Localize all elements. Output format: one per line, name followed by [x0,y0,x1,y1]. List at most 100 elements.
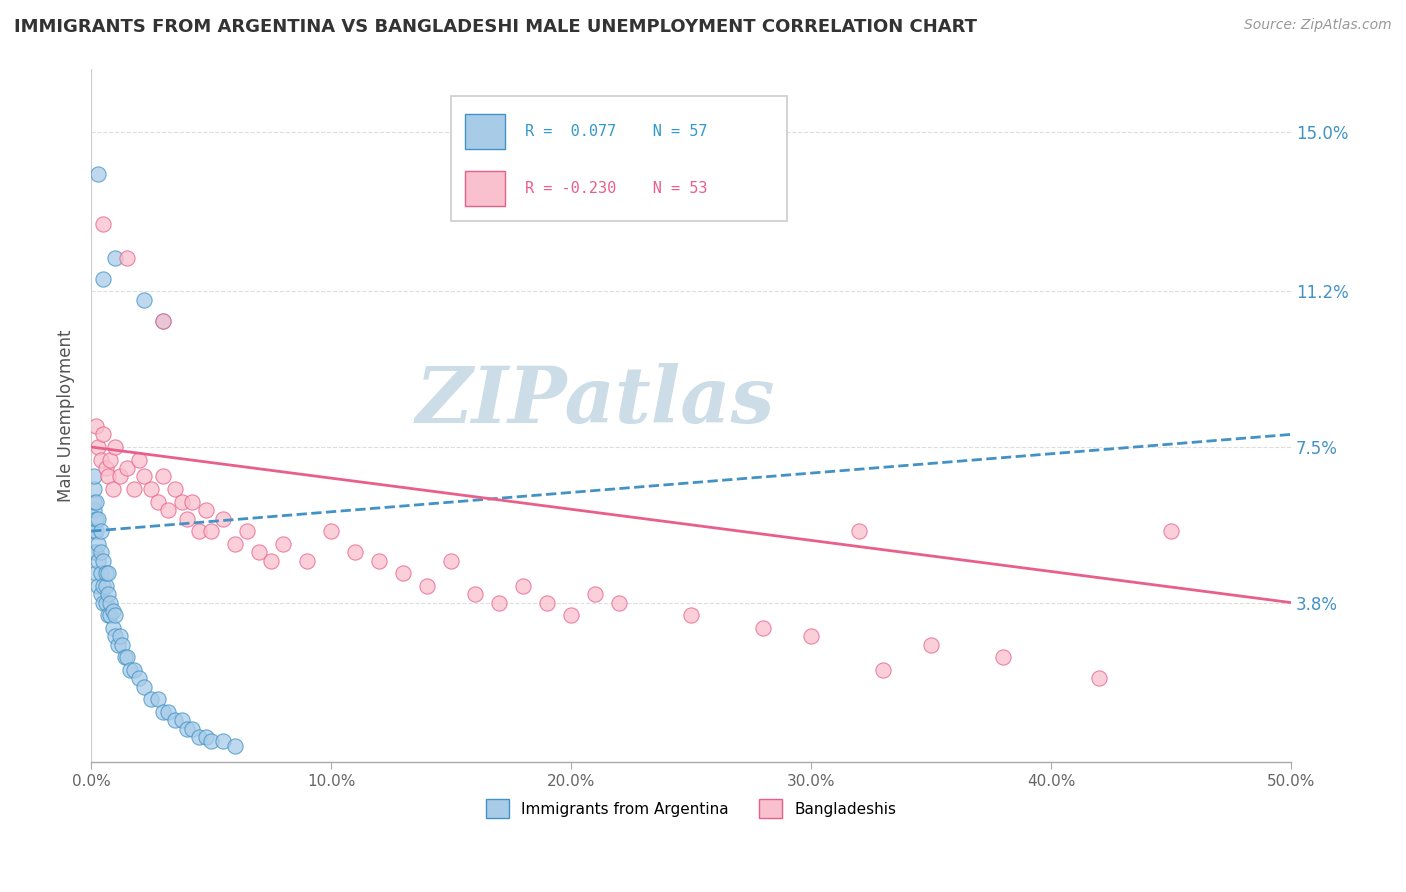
Point [392,566,415,581]
Point [993,650,1015,665]
Point [141,482,163,496]
Point [1088,671,1111,685]
Point [920,638,942,652]
Point [848,524,870,538]
Point [90,545,112,559]
Point [90,566,112,581]
Point [83,524,105,538]
Point [152,314,174,328]
Point [90,587,112,601]
Point [800,629,823,643]
Point [98,596,121,610]
Point [368,553,391,567]
Point [87,579,110,593]
Point [156,705,179,719]
Point [132,469,155,483]
Point [91,217,114,231]
Point [115,650,138,665]
Point [152,469,174,483]
Point [172,494,194,508]
Point [172,714,194,728]
Point [108,629,131,643]
Point [165,482,187,496]
Point [87,553,110,567]
Point [176,511,198,525]
Point [512,579,534,593]
Point [94,596,117,610]
Point [416,579,439,593]
Point [90,452,112,467]
Point [536,596,558,610]
Point [152,314,174,328]
Point [101,621,124,635]
Point [84,511,107,525]
Point [124,482,146,496]
Point [1160,524,1182,538]
Point [165,714,187,728]
Legend: Immigrants from Argentina, Bangladeshis: Immigrants from Argentina, Bangladeshis [479,793,903,824]
Point [224,739,246,753]
Point [87,511,110,525]
Point [84,566,107,581]
Point [98,608,121,623]
Point [440,553,463,567]
Point [97,469,120,483]
Point [97,608,120,623]
Text: ZIPatlas: ZIPatlas [416,363,775,440]
Point [94,461,117,475]
Point [236,524,259,538]
Point [583,587,606,601]
Point [560,608,582,623]
Point [195,730,218,744]
Point [132,293,155,307]
Point [872,663,894,677]
Point [107,638,129,652]
Point [464,587,486,601]
Point [87,537,110,551]
Point [181,494,204,508]
Point [83,494,105,508]
Point [156,503,179,517]
Y-axis label: Male Unemployment: Male Unemployment [58,329,75,501]
Point [101,604,124,618]
Point [83,482,105,496]
Point [212,734,235,748]
Point [91,553,114,567]
Point [84,545,107,559]
Point [271,537,294,551]
Point [104,251,127,265]
Point [212,511,235,525]
Point [200,524,222,538]
Point [84,494,107,508]
Point [607,596,630,610]
Point [84,419,107,434]
Point [188,524,211,538]
Point [132,680,155,694]
Point [224,537,246,551]
Point [295,553,318,567]
Point [83,469,105,483]
Point [148,494,170,508]
Point [90,524,112,538]
Point [104,608,127,623]
Point [97,587,120,601]
Point [260,553,283,567]
Point [128,452,150,467]
Point [752,621,775,635]
Point [87,167,110,181]
Point [104,629,127,643]
Point [118,663,141,677]
Point [115,461,138,475]
Point [152,705,174,719]
Point [91,272,114,286]
Point [91,596,114,610]
Point [84,524,107,538]
Text: IMMIGRANTS FROM ARGENTINA VS BANGLADESHI MALE UNEMPLOYMENT CORRELATION CHART: IMMIGRANTS FROM ARGENTINA VS BANGLADESHI… [14,18,977,36]
Point [188,730,211,744]
Point [148,692,170,706]
Point [104,440,127,454]
Point [98,452,121,467]
Point [195,503,218,517]
Point [91,579,114,593]
Point [97,566,120,581]
